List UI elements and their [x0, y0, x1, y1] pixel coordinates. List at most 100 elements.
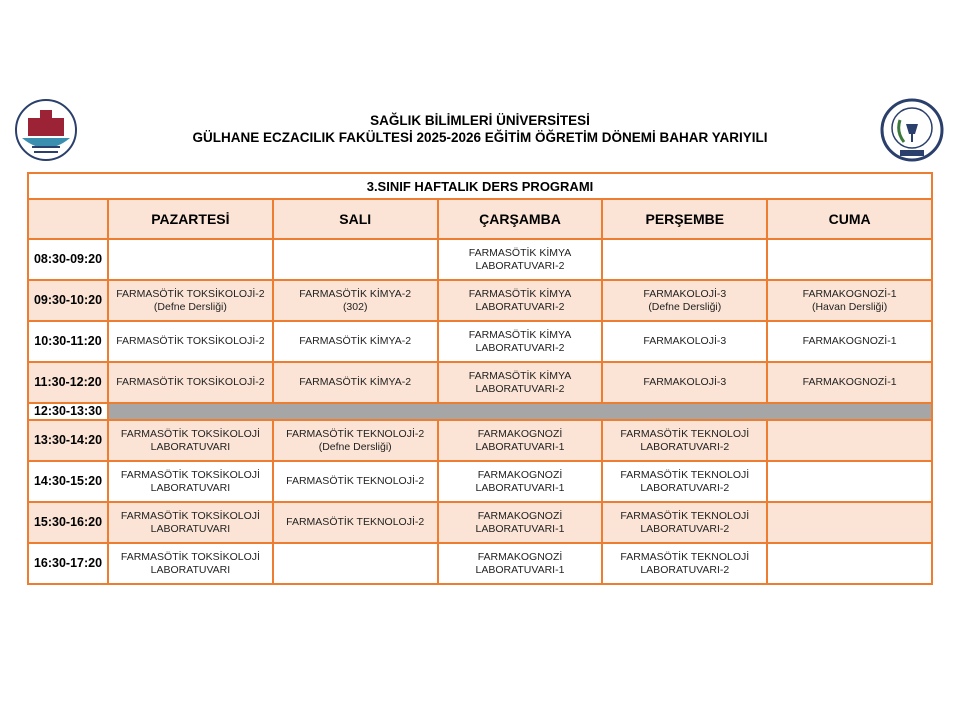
course-cell: FARMASÖTİK KİMYA LABORATUVARI-2 [436, 361, 604, 404]
university-title: SAĞLIK BİLİMLERİ ÜNİVERSİTESİ [370, 113, 590, 128]
faculty-logo [878, 98, 946, 162]
course-name: FARMASÖTİK KİMYA-2 [299, 287, 412, 300]
course-detail: (Defne Dersliği) [153, 300, 227, 313]
course-cell: FARMASÖTİK TOKSİKOLOJİ-2 (Defne Dersliği) [107, 279, 274, 322]
course-cell [107, 238, 274, 281]
course-cell: FARMAKOGNOZİ-1 (Havan Dersliği) [766, 279, 933, 322]
schedule-row: 10:30-11:20 FARMASÖTİK TOKSİKOLOJİ-2 FARMA… [27, 320, 933, 363]
course-name: FARMAKOGNOZİ-1 [802, 335, 897, 347]
course-detail: LABORATUVARI-2 [475, 382, 565, 395]
course-detail: (Defne Dersliği) [318, 440, 392, 453]
course-name: FARMAKOLOJİ-3 [643, 376, 727, 388]
course-cell: FARMAKOLOJİ-3 [601, 320, 769, 363]
schedule-row: 14:30-15:20 FARMASÖTİK TOKSİKOLOJİ LABORAT… [27, 460, 933, 503]
course-name: FARMAKOLOJİ-3 [643, 287, 727, 300]
course-cell [766, 542, 933, 585]
course-detail: (Defne Dersliği) [648, 300, 722, 313]
course-name: FARMASÖTİK TEKNOLOJİ-2 [286, 427, 425, 440]
course-name: FARMASÖTİK TEKNOLOJİ [620, 509, 750, 522]
course-name: FARMAKOGNOZİ [477, 509, 563, 522]
course-name: FARMASÖTİK TOKSİKOLOJİ [120, 550, 260, 563]
course-cell: FARMASÖTİK TOKSİKOLOJİ LABORATUVARI [107, 542, 274, 585]
course-name: FARMAKOGNOZİ-1 [802, 287, 897, 300]
time-slot: 13:30-14:20 [27, 419, 109, 462]
course-cell: FARMASÖTİK TEKNOLOJİ-2 (Defne Dersliği) [271, 419, 439, 462]
course-name: FARMASÖTİK TOKSİKOLOJİ [120, 427, 260, 440]
course-name: FARMASÖTİK KİMYA [468, 369, 572, 382]
course-name: FARMASÖTİK TOKSİKOLOJİ-2 [116, 287, 265, 300]
course-detail: LABORATUVARI-2 [475, 341, 565, 354]
course-name: FARMASÖTİK KİMYA [468, 246, 572, 259]
course-cell: FARMASÖTİK KİMYA-2 [271, 361, 439, 404]
schedule-title: 3.SINIF HAFTALIK DERS PROGRAMI [27, 172, 933, 200]
course-detail: LABORATUVARI-2 [640, 522, 730, 535]
course-name: FARMASÖTİK TOKSİKOLOJİ-2 [116, 376, 265, 388]
course-cell: FARMASÖTİK TOKSİKOLOJİ LABORATUVARI [107, 419, 274, 462]
course-detail: (Havan Dersliği) [811, 300, 888, 313]
time-slot: 15:30-16:20 [27, 501, 109, 544]
course-cell: FARMASÖTİK KİMYA LABORATUVARI-2 [436, 320, 604, 363]
course-cell: FARMASÖTİK TEKNOLOJİ-2 [271, 460, 439, 503]
faculty-term-title: GÜLHANE ECZACILIK FAKÜLTESİ 2025-2026 EĞ… [192, 130, 768, 145]
course-cell: FARMAKOGNOZİ LABORATUVARI-1 [436, 501, 604, 544]
course-name: FARMASÖTİK TOKSİKOLOJİ [120, 509, 260, 522]
course-detail: LABORATUVARI-1 [475, 440, 565, 453]
course-detail: LABORATUVARI-1 [475, 522, 565, 535]
course-cell: FARMASÖTİK KİMYA-2 [271, 320, 439, 363]
schedule-row: 09:30-10:20 FARMASÖTİK TOKSİKOLOJİ-2 (Defn… [27, 279, 933, 322]
course-name: FARMAKOGNOZİ [477, 427, 563, 440]
course-cell: FARMAKOGNOZİ-1 [766, 320, 933, 363]
course-cell: FARMASÖTİK TEKNOLOJİ LABORATUVARI-2 [601, 501, 769, 544]
course-name: FARMASÖTİK TOKSİKOLOJİ-2 [116, 335, 265, 347]
time-slot: 16:30-17:20 [27, 542, 109, 585]
course-cell: FARMAKOGNOZİ-1 [766, 361, 933, 404]
course-name: FARMAKOLOJİ-3 [643, 335, 727, 347]
course-cell: FARMAKOLOJİ-3 [601, 361, 769, 404]
course-detail: LABORATUVARI-2 [475, 300, 565, 313]
schedule-row: 08:30-09:20 FARMASÖTİK KİMYA LABORATUVARI-… [27, 238, 933, 281]
course-detail: LABORATUVARI [150, 563, 231, 576]
schedule-row: 11:30-12:20 FARMASÖTİK TOKSİKOLOJİ-2 FARMA… [27, 361, 933, 404]
day-header: ÇARŞAMBA [436, 198, 604, 240]
course-cell: FARMASÖTİK TOKSİKOLOJİ-2 [107, 361, 274, 404]
time-slot: 11:30-12:20 [27, 361, 109, 404]
course-cell: FARMASÖTİK TOKSİKOLOJİ-2 [107, 320, 274, 363]
day-header: PERŞEMBE [601, 198, 769, 240]
course-cell [766, 419, 933, 462]
university-logo [12, 98, 80, 162]
course-cell: FARMAKOGNOZİ LABORATUVARI-1 [436, 542, 604, 585]
course-name: FARMASÖTİK TEKNOLOJİ-2 [286, 516, 425, 528]
lunch-row: 12:30-13:30 [27, 402, 933, 421]
day-header: PAZARTESİ [107, 198, 274, 240]
course-detail: LABORATUVARI-2 [475, 259, 565, 272]
course-cell [766, 460, 933, 503]
schedule-row: 16:30-17:20 FARMASÖTİK TOKSİKOLOJİ LABORAT… [27, 542, 933, 585]
schedule-row: 15:30-16:20 FARMASÖTİK TOKSİKOLOJİ LABORAT… [27, 501, 933, 544]
course-name: FARMAKOGNOZİ [477, 468, 563, 481]
course-cell: FARMAKOGNOZİ LABORATUVARI-1 [436, 419, 604, 462]
day-header: CUMA [766, 198, 933, 240]
course-name: FARMASÖTİK TEKNOLOJİ [620, 427, 750, 440]
course-name: FARMASÖTİK KİMYA-2 [299, 335, 412, 347]
course-cell: FARMASÖTİK TOKSİKOLOJİ LABORATUVARI [107, 460, 274, 503]
course-cell [271, 238, 439, 281]
day-header: SALI [271, 198, 439, 240]
course-cell: FARMASÖTİK TEKNOLOJİ LABORATUVARI-2 [601, 419, 769, 462]
course-name: FARMASÖTİK TEKNOLOJİ [620, 550, 750, 563]
course-detail: LABORATUVARI-2 [640, 481, 730, 494]
course-cell [601, 238, 769, 281]
course-cell: FARMASÖTİK TEKNOLOJİ-2 [271, 501, 439, 544]
course-name: FARMASÖTİK KİMYA [468, 287, 572, 300]
course-cell: FARMASÖTİK TEKNOLOJİ LABORATUVARI-2 [601, 542, 769, 585]
course-cell [766, 238, 933, 281]
corner-cell [27, 198, 109, 240]
course-cell: FARMASÖTİK KİMYA-2 (302) [271, 279, 439, 322]
course-cell: FARMASÖTİK TOKSİKOLOJİ LABORATUVARI [107, 501, 274, 544]
course-name: FARMASÖTİK KİMYA-2 [299, 376, 412, 388]
course-detail: (302) [342, 300, 368, 313]
course-cell: FARMAKOLOJİ-3 (Defne Dersliği) [601, 279, 769, 322]
course-detail: LABORATUVARI [150, 440, 231, 453]
course-name: FARMASÖTİK KİMYA [468, 328, 572, 341]
course-name: FARMAKOGNOZİ-1 [802, 376, 897, 388]
course-cell: FARMASÖTİK TEKNOLOJİ LABORATUVARI-2 [601, 460, 769, 503]
